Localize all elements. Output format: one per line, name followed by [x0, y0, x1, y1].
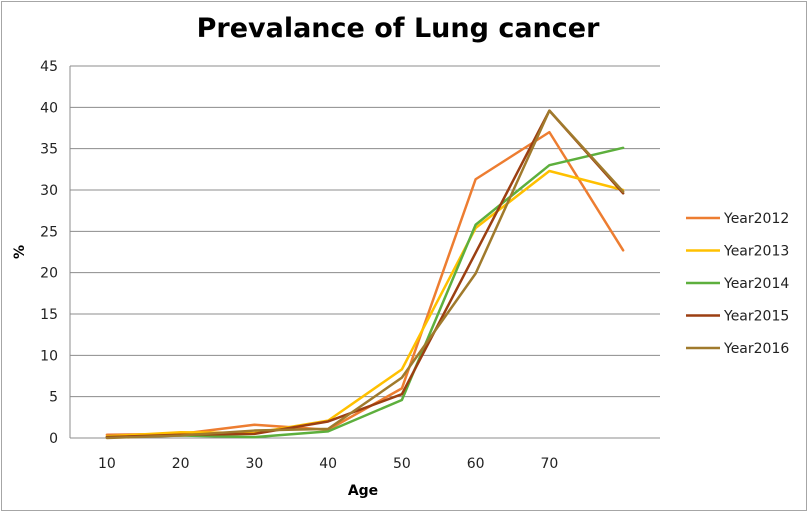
x-axis-title: Age [348, 483, 378, 499]
series-line-year2012 [105, 130, 625, 436]
y-tick-label: 45 [40, 59, 58, 75]
legend-label: Year2015 [723, 309, 789, 325]
gridlines [70, 65, 660, 398]
y-tick-label: 20 [40, 266, 58, 282]
x-tick-label: 50 [393, 456, 411, 472]
y-tick-label: 0 [49, 431, 58, 447]
chart-title: Prevalance of Lung cancer [197, 13, 600, 44]
x-tick-label: 40 [319, 456, 337, 472]
x-tick-label: 20 [172, 456, 190, 472]
y-tick-label: 5 [49, 390, 58, 406]
series-line-year2016 [105, 109, 625, 440]
y-axis-title: % [12, 245, 28, 259]
y-tick-label: 10 [40, 348, 58, 364]
x-tick-label: 60 [467, 456, 485, 472]
x-tick-label: 10 [98, 456, 116, 472]
legend: Year2012 Year2013 Year2014 Year2015 Year2016 [686, 211, 789, 357]
axes: 0 5 10 15 20 25 30 35 40 45 10 20 30 40 50 60 70 [40, 59, 660, 472]
legend-label: Year2016 [723, 341, 789, 357]
legend-label: Year2014 [723, 276, 789, 292]
x-tick-label: 70 [540, 456, 558, 472]
y-tick-label: 35 [40, 142, 58, 158]
series-line-year2013 [105, 169, 625, 438]
legend-label: Year2012 [723, 211, 789, 227]
y-tick-label: 30 [40, 183, 58, 199]
legend-label: Year2013 [723, 244, 789, 260]
y-tick-label: 25 [40, 224, 58, 240]
y-tick-label: 15 [40, 307, 58, 323]
series-line-year2015 [105, 109, 625, 439]
x-tick-label: 30 [245, 456, 263, 472]
series-lines [105, 109, 625, 440]
y-tick-label: 40 [40, 100, 58, 116]
